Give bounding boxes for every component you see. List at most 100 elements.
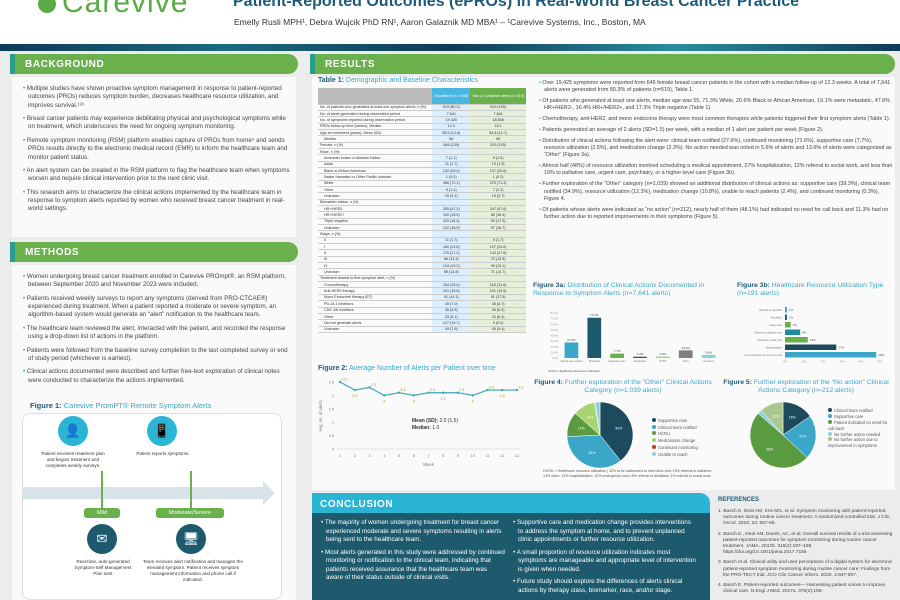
y-tick-label: 2 bbox=[332, 394, 334, 398]
row-label: White bbox=[318, 180, 433, 187]
cell-alert-patients: 370 (71.3) bbox=[470, 180, 526, 187]
methods-item: Patients received weekly surveys to repo… bbox=[22, 295, 290, 320]
table-row: Triple negative 119 (18.4) 90 (17.3) bbox=[318, 218, 526, 226]
table-row: American Indian or Alaskan Native 7 (1.1)… bbox=[318, 154, 526, 162]
references-heading: REFERENCES bbox=[718, 497, 760, 503]
x-axis-label: Week bbox=[423, 462, 435, 467]
data-point bbox=[456, 391, 460, 394]
results-item: Of patients whose alerts were indicated … bbox=[538, 207, 893, 222]
figure3b-label: Figure 3b: bbox=[737, 282, 770, 289]
figure3b-chart: Referral to specialist 1% Psychiatry 1% Urge… bbox=[744, 307, 885, 364]
data-point bbox=[368, 386, 371, 389]
y-tick-label: 60.0% bbox=[551, 322, 559, 326]
y-tick-label: 20.0% bbox=[551, 345, 559, 349]
references-list: 1. Basch E, Deal AM, Kris MG, et al. Sym… bbox=[718, 509, 894, 596]
x-tick-label: 6 bbox=[413, 454, 415, 458]
data-label: 3% bbox=[793, 323, 798, 327]
background-item: Multiple studies have shown proactive sy… bbox=[22, 85, 290, 110]
background-list: Multiple studies have shown proactive sy… bbox=[22, 85, 290, 214]
cell-all-patients: 36 (5.6) bbox=[432, 307, 471, 314]
data-label: 2.1 bbox=[400, 388, 405, 392]
row-label: Asian bbox=[318, 161, 433, 168]
row-label: III bbox=[318, 256, 433, 264]
cell-all-patients: 9 (1.4) bbox=[432, 186, 471, 194]
y-tick-label: 2.5 bbox=[329, 381, 334, 385]
cell-all-patients: 466 (72.1) bbox=[432, 180, 471, 187]
y-tick-label: 80.0% bbox=[551, 311, 559, 315]
figure5-legend: Clinical team notified Supportive care Pat… bbox=[828, 408, 888, 449]
reference-item: 1. Basch E, Deal AM, Kris MG, et al. Sym… bbox=[718, 508, 890, 527]
table-row: CDK 4/6 inhibitors 36 (5.6) 36 (6.9) bbox=[318, 307, 526, 314]
figure2-label: Figure 2: bbox=[318, 365, 348, 372]
bar bbox=[785, 337, 808, 343]
figure3a-label: Figure 3a: bbox=[533, 282, 566, 289]
pie-slice bbox=[566, 434, 621, 469]
x-tick-label: 30% bbox=[839, 361, 845, 364]
category-label: Monitoring bbox=[589, 360, 601, 363]
results-item: Further exploration of the “Other” categ… bbox=[538, 181, 893, 203]
cell-all-patients: 86 (13.3) bbox=[432, 256, 471, 264]
bar bbox=[785, 307, 787, 313]
table1-title: Table 1: Demographic and Baseline Charac… bbox=[318, 77, 478, 85]
cell-alert-patients: 70 (13.5) bbox=[470, 256, 526, 264]
cell-all-patients bbox=[432, 230, 471, 238]
conclusion-box: CONCLUSION The majority of women undergo… bbox=[312, 493, 710, 600]
cell-all-patients: 100 (15.5) bbox=[432, 211, 471, 219]
cell-alert-patients: 99 (19.1) bbox=[470, 262, 526, 270]
cell-all-patients: 122 (18.9) bbox=[432, 224, 471, 232]
y-tick-label: 0.0% bbox=[552, 356, 559, 360]
step2-text: Patient reports symptoms. bbox=[136, 451, 190, 456]
y-tick-label: 0.5 bbox=[329, 434, 334, 438]
cell-alert-patients: 1 (0.2) bbox=[470, 173, 526, 181]
results-list: Over 19,425 symptoms were reported from … bbox=[538, 80, 893, 225]
category-label: Other bbox=[683, 360, 689, 363]
x-tick-label: 10% bbox=[801, 361, 807, 364]
category-label: Referral to specialist bbox=[759, 309, 782, 312]
methods-item: Patients were followed from the baseline… bbox=[22, 347, 290, 364]
cell-all-patients: 101 (15.6) bbox=[432, 287, 471, 295]
table-row: I 160 (24.8) 127 (24.5) bbox=[318, 243, 526, 251]
cell-all-patients: 11 (1.7) bbox=[432, 237, 471, 245]
row-label: HR+/HER2- bbox=[318, 205, 433, 213]
legend-swatch bbox=[652, 418, 656, 422]
cell-alert-patients: 7,641 bbox=[470, 110, 526, 118]
data-label: 27% bbox=[838, 346, 844, 350]
x-tick-label: 3 bbox=[368, 454, 370, 458]
cell-alert-patients bbox=[470, 199, 526, 207]
data-label: 71.6% bbox=[590, 313, 599, 317]
data-label: 2 bbox=[383, 399, 385, 403]
table-row: Race, n (%) bbox=[318, 148, 526, 156]
table-row: Stage, n (%) bbox=[318, 230, 526, 238]
timeline-arrowhead-icon bbox=[263, 481, 275, 505]
figure5-title: Figure 5: Further exploration of the “No… bbox=[716, 379, 896, 395]
pie-slice bbox=[749, 413, 808, 469]
x-tick-label: 5 bbox=[398, 454, 400, 458]
table-row: No. of patients who generated at least o… bbox=[318, 104, 526, 111]
results-item: Almost half (48%) of resource utilizatio… bbox=[538, 163, 893, 178]
legend-item: Unable to reach bbox=[652, 451, 698, 459]
row-label: Biomarker status, n (%) bbox=[318, 199, 433, 207]
row-label: American Indian or Alaskan Native bbox=[318, 154, 433, 162]
pie-slice bbox=[760, 401, 784, 436]
figure3a-title-text: Distribution of Clinical Actions Documen… bbox=[533, 282, 705, 297]
methods-item: Women undergoing breast cancer treatment… bbox=[22, 273, 290, 290]
bar bbox=[564, 342, 579, 358]
bar bbox=[656, 356, 670, 358]
category-label: No action bbox=[704, 360, 715, 363]
row-label: II bbox=[318, 249, 433, 257]
table-row: IV 124 (19.2) 99 (19.1) bbox=[318, 262, 526, 270]
cell-alert-patients: 519 (100) bbox=[470, 104, 526, 111]
data-label: 48% bbox=[878, 353, 884, 357]
table-row: HR+/HER2+ 100 (15.5) 85 (16.4) bbox=[318, 211, 526, 219]
cell-all-patients: 646 (100) bbox=[432, 142, 471, 149]
legend-item: Clinical team notified bbox=[652, 424, 698, 432]
y-tick-label: 1.5 bbox=[329, 407, 334, 411]
table-row: Age at enrollment (years), Mean (SD) 55.6… bbox=[318, 129, 526, 137]
slice-label: 48% bbox=[766, 448, 773, 452]
row-label: PD-1/L1 inhibitors bbox=[318, 300, 433, 308]
row-label: Triple negative bbox=[318, 218, 433, 226]
cell-alert-patients: 45 (8.7) bbox=[470, 300, 526, 308]
data-point bbox=[471, 394, 474, 397]
table-row: No. of symptoms reported during observat… bbox=[318, 116, 526, 124]
mild-pill: Mild bbox=[84, 508, 120, 518]
